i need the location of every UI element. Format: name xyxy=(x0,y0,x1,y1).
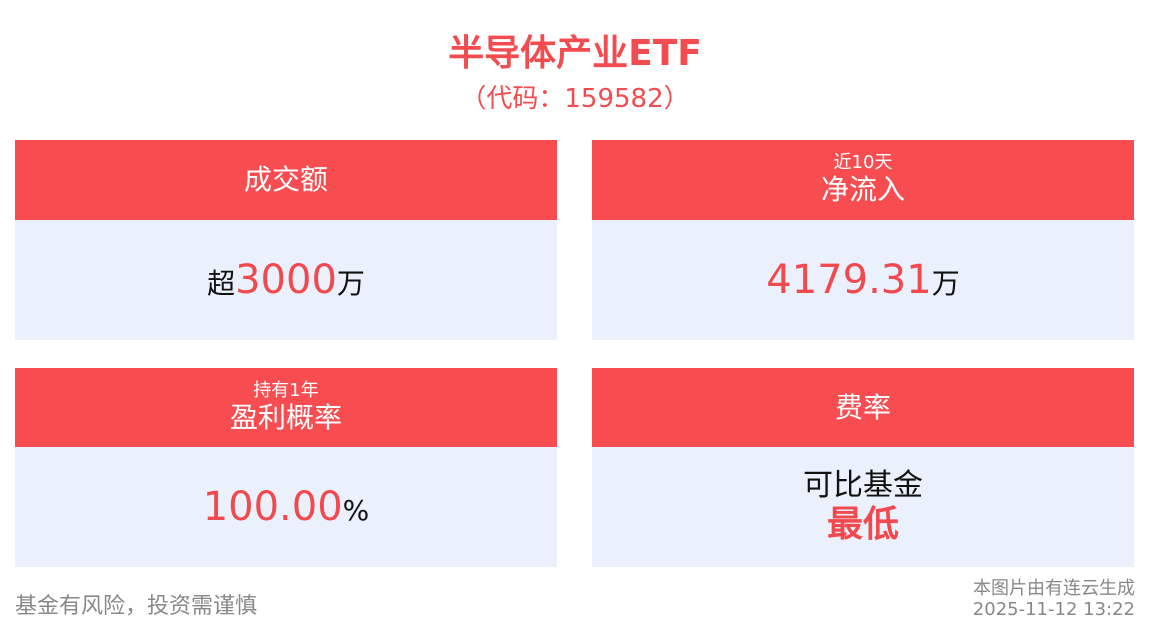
disclaimer: 基金有风险，投资需谨慎 xyxy=(15,594,258,619)
number: 4179.31 xyxy=(766,257,932,303)
fee-value: 最低 xyxy=(826,504,899,545)
footer-info: 本图片由有连云生成 2025-11-12 13:22 xyxy=(973,578,1135,620)
card-subtitle: 近10天 xyxy=(833,152,893,173)
card-title: 盈利概率 xyxy=(229,400,342,434)
prefix: 超 xyxy=(207,267,236,300)
card: 持有1年 盈利概率 100.00% xyxy=(15,368,557,567)
card-header: 持有1年 盈利概率 xyxy=(15,368,557,447)
card-title: 净流入 xyxy=(820,173,905,206)
timestamp: 2025-11-12 13:22 xyxy=(972,599,1135,620)
source: 本图片由有连云生成 xyxy=(973,578,1135,599)
card-subtitle: 持有1年 xyxy=(253,379,319,401)
card-title: 费率 xyxy=(834,390,891,424)
unit: 万 xyxy=(336,267,365,300)
title: 半导体产业ETF xyxy=(448,33,702,74)
card-title: 成交额 xyxy=(243,163,328,196)
unit: 万 xyxy=(931,267,960,300)
card-body: 4179.31万 xyxy=(592,220,1134,340)
card-header: 成交额 xyxy=(15,140,557,220)
unit: % xyxy=(342,494,370,527)
card: 费率 可比基金 最低 xyxy=(592,368,1134,567)
card-body: 超3000万 xyxy=(15,220,557,340)
card: 近10天 净流入 4179.31万 xyxy=(592,140,1134,340)
card-body: 100.00% xyxy=(15,447,557,567)
card-body: 可比基金 最低 xyxy=(592,447,1134,567)
number: 100.00 xyxy=(202,484,343,530)
fee-label: 可比基金 xyxy=(803,468,923,503)
fund-code: （代码：159582） xyxy=(460,84,690,114)
number: 3000 xyxy=(235,257,337,303)
card-header: 近10天 净流入 xyxy=(592,140,1134,220)
card: 成交额 超3000万 xyxy=(15,140,557,340)
card-header: 费率 xyxy=(592,368,1134,447)
